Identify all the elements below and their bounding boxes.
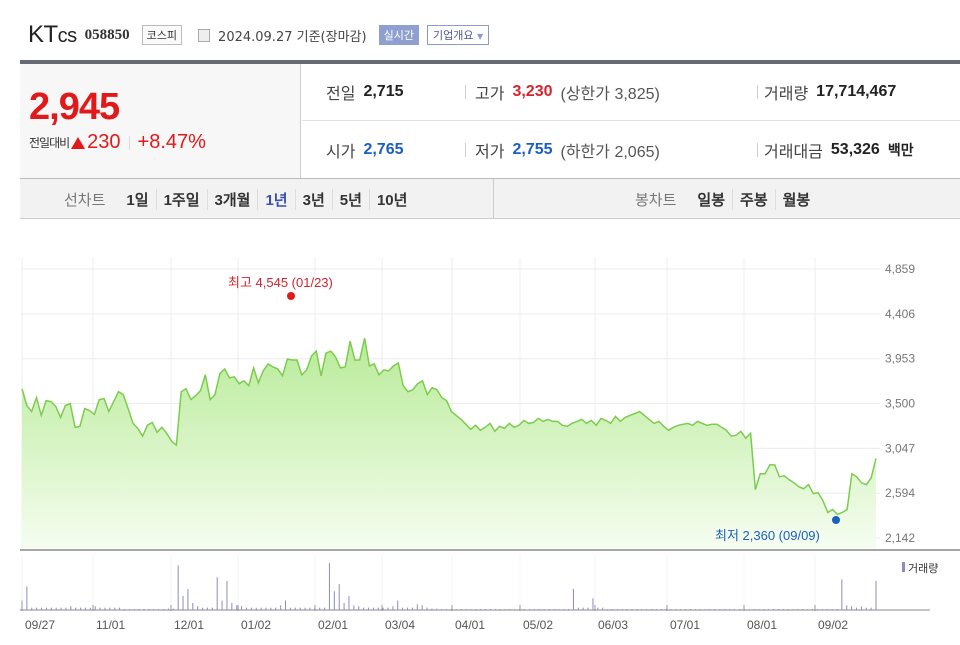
chart-tab-bar: 선차트 1일 1주일 3개월 1년 3년 5년 10년 봉차트 일봉 주봉 월봉 — [20, 178, 960, 219]
svg-text:02/01: 02/01 — [318, 618, 348, 632]
svg-text:12/01: 12/01 — [174, 618, 204, 632]
change-amount: 230 — [87, 131, 121, 153]
svg-text:거래량: 거래량 — [908, 562, 938, 575]
stats-table: 전일 2,715 고가 3,230 (상한가 3,825) 거래량 17,714,467… — [302, 64, 960, 178]
up-triangle-icon — [71, 136, 86, 149]
stock-code: 058850 — [84, 26, 130, 43]
tab-3m[interactable]: 3개월 — [206, 188, 258, 210]
svg-text:최저 2,360 (09/09): 최저 2,360 (09/09) — [715, 528, 820, 543]
tab-3y[interactable]: 3년 — [294, 188, 332, 210]
price-change: 전일대비 230 +8.47% — [29, 131, 206, 154]
stat-open: 시가 2,765 — [326, 140, 404, 161]
stat-prev-close: 전일 2,715 — [326, 83, 404, 103]
svg-text:3,500: 3,500 — [885, 397, 915, 411]
tab-1y[interactable]: 1년 — [257, 188, 294, 210]
svg-text:06/03: 06/03 — [598, 618, 628, 632]
stat-amount: 거래대금 53,326 백만 — [764, 140, 914, 161]
svg-text:05/02: 05/02 — [523, 618, 553, 632]
svg-text:01/02: 01/02 — [241, 618, 271, 632]
realtime-button[interactable]: 실시간 — [378, 25, 419, 45]
company-info-dropdown[interactable]: 기업개요 ▼ — [426, 25, 490, 45]
svg-text:2,142: 2,142 — [885, 531, 915, 545]
tab-10y[interactable]: 10년 — [368, 188, 415, 210]
stock-header: KTcs 058850 코스피 2024.09.27 기준(장마감) 실시간 기… — [28, 20, 490, 50]
tab-5y[interactable]: 5년 — [331, 188, 369, 210]
price-summary: 2,945 전일대비 230 +8.47% — [20, 64, 301, 178]
svg-text:최고 4,545 (01/23): 최고 4,545 (01/23) — [228, 275, 333, 290]
svg-text:07/01: 07/01 — [670, 618, 700, 632]
change-percent: +8.47% — [137, 131, 206, 153]
stat-low: 저가 2,755 (하한가 2,065) — [475, 140, 660, 161]
svg-text:04/01: 04/01 — [455, 618, 485, 632]
svg-text:03/04: 03/04 — [385, 618, 415, 632]
svg-text:4,859: 4,859 — [885, 262, 915, 276]
svg-text:09/27: 09/27 — [25, 618, 55, 632]
price-chart[interactable]: 4,859 4,406 3,953 3,500 3,047 2,594 2,142 09/27… — [0, 230, 960, 645]
tab-weekly[interactable]: 주봉 — [732, 188, 775, 210]
stats-row: 전일 2,715 고가 3,230 (상한가 3,825) 거래량 17,714,467 — [302, 64, 960, 121]
change-label: 전일대비 — [29, 136, 70, 150]
divider — [128, 135, 130, 150]
svg-text:11/01: 11/01 — [96, 618, 125, 632]
svg-text:3,047: 3,047 — [885, 441, 915, 455]
top-divider — [20, 60, 960, 64]
svg-text:09/02: 09/02 — [818, 618, 848, 632]
candle-chart-tabs: 봉차트 일봉 주봉 월봉 — [635, 179, 817, 219]
svg-text:3,953: 3,953 — [885, 352, 915, 366]
divider — [493, 179, 494, 219]
market-badge: 코스피 — [141, 25, 183, 45]
base-date: 2024.09.27 기준(장마감) — [218, 29, 367, 45]
line-chart-tabs: 선차트 1일 1주일 3개월 1년 3년 5년 10년 — [64, 179, 414, 219]
tab-1w[interactable]: 1주일 — [155, 188, 207, 210]
svg-text:2,594: 2,594 — [885, 486, 915, 500]
tab-1d[interactable]: 1일 — [126, 191, 149, 209]
svg-text:08/01: 08/01 — [747, 618, 777, 632]
chevron-down-icon: ▼ — [476, 32, 484, 41]
tab-daily[interactable]: 일봉 — [697, 191, 726, 209]
calendar-clock-icon — [198, 28, 211, 42]
current-price: 2,945 — [29, 86, 120, 128]
svg-text:4,406: 4,406 — [885, 307, 915, 321]
stat-volume: 거래량 17,714,467 — [764, 83, 897, 103]
stock-name: KTcs — [28, 21, 77, 48]
tab-monthly[interactable]: 월봉 — [774, 188, 818, 210]
stat-high: 고가 3,230 (상한가 3,825) — [475, 83, 660, 103]
stats-row: 시가 2,765 저가 2,755 (하한가 2,065) 거래대금 53,326 백만 — [302, 121, 960, 178]
